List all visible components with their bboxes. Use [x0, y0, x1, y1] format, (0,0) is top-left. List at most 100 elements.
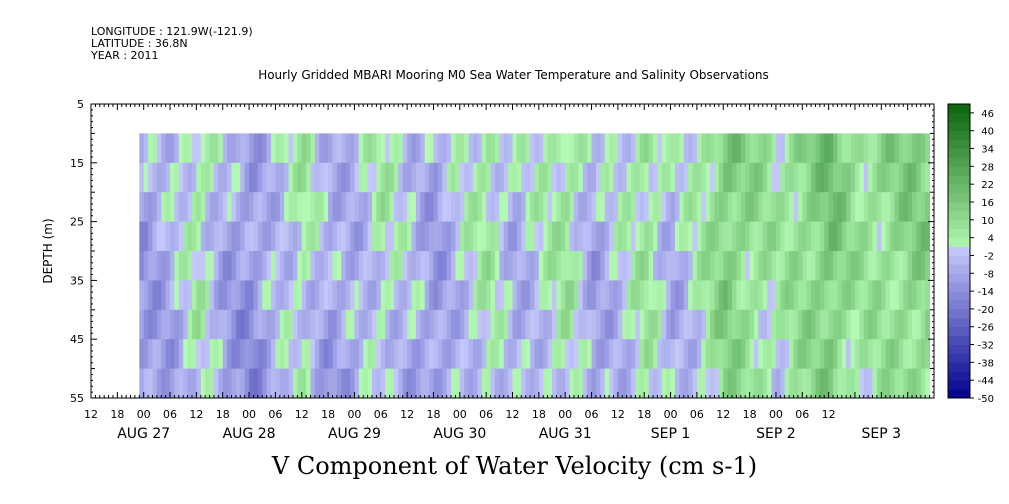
- heatmap-cell: [310, 192, 316, 222]
- heatmap-cell: [793, 192, 799, 222]
- heatmap-cell: [433, 309, 439, 340]
- heatmap-cell: [653, 192, 658, 222]
- heatmap-cell: [200, 133, 206, 164]
- heatmap-cell: [288, 251, 294, 281]
- heatmap-cell: [402, 251, 408, 281]
- heatmap-cell: [178, 280, 184, 311]
- heatmap-cell: [837, 162, 843, 193]
- heatmap-cell: [806, 133, 812, 164]
- heatmap-cell: [249, 251, 254, 281]
- heatmap-cell: [385, 133, 390, 164]
- heatmap-cell: [367, 251, 373, 281]
- heatmap-cell: [358, 221, 364, 252]
- heatmap-cell: [657, 192, 663, 222]
- heatmap-cell: [556, 280, 562, 311]
- heatmap-cell: [411, 339, 417, 369]
- heatmap-cell: [240, 251, 246, 281]
- heatmap-cell: [266, 339, 272, 369]
- heatmap-cell: [718, 309, 724, 340]
- x-hour-label: 12: [84, 408, 98, 421]
- heatmap-cell: [165, 339, 171, 369]
- heatmap-cell: [314, 221, 320, 252]
- heatmap-cell: [253, 251, 259, 281]
- heatmap-cell: [148, 368, 153, 399]
- heatmap-cell: [661, 280, 667, 311]
- heatmap-cell: [552, 309, 557, 340]
- heatmap-cell: [139, 162, 145, 193]
- heatmap-cell: [560, 309, 566, 340]
- heatmap-cell: [547, 221, 553, 252]
- heatmap-cell: [481, 251, 487, 281]
- heatmap-cell: [328, 339, 333, 369]
- heatmap-cell: [824, 192, 830, 222]
- heatmap-cell: [863, 339, 869, 369]
- heatmap-cell: [898, 133, 904, 164]
- heatmap-cell: [582, 368, 588, 399]
- heatmap-cell: [732, 368, 737, 399]
- heatmap-cell: [292, 339, 298, 369]
- heatmap-cell: [626, 192, 632, 222]
- heatmap-cell: [345, 221, 351, 252]
- heatmap-cell: [644, 251, 650, 281]
- heatmap-cell: [604, 133, 610, 164]
- heatmap-cell: [231, 251, 237, 281]
- heatmap-cell: [279, 368, 285, 399]
- heatmap-cell: [148, 133, 153, 164]
- heatmap-cell: [666, 368, 671, 399]
- colorbar-label: -38: [978, 358, 994, 369]
- heatmap-cell: [644, 368, 650, 399]
- heatmap-cell: [494, 192, 500, 222]
- x-day-label: AUG 31: [539, 426, 592, 442]
- heatmap-cell: [358, 162, 364, 193]
- heatmap-cell: [235, 162, 241, 193]
- x-hour-label: 00: [769, 408, 783, 421]
- heatmap-cell: [235, 309, 241, 340]
- heatmap-cell: [534, 133, 540, 164]
- heatmap-cell: [424, 133, 430, 164]
- heatmap-cell: [266, 368, 272, 399]
- heatmap-cell: [271, 221, 276, 252]
- heatmap-cell: [604, 192, 610, 222]
- heatmap-cell: [200, 221, 206, 252]
- heatmap-cell: [240, 133, 246, 164]
- heatmap-cell: [398, 133, 404, 164]
- heatmap-cell: [740, 339, 746, 369]
- heatmap-cell: [837, 280, 843, 311]
- heatmap-cell: [437, 133, 443, 164]
- heatmap-cell: [591, 192, 597, 222]
- colorbar-label: -44: [978, 376, 994, 387]
- heatmap-cell: [249, 339, 254, 369]
- heatmap-cell: [587, 192, 592, 222]
- heatmap-cell: [161, 162, 167, 193]
- heatmap-cell: [758, 221, 764, 252]
- heatmap-cell: [380, 368, 386, 399]
- heatmap-cell: [345, 339, 351, 369]
- heatmap-cell: [227, 368, 232, 399]
- heatmap-cell: [727, 251, 733, 281]
- heatmap-cell: [617, 339, 623, 369]
- heatmap-cell: [565, 133, 570, 164]
- heatmap-cell: [771, 309, 777, 340]
- heatmap-cell: [846, 133, 851, 164]
- heatmap-cell: [196, 339, 202, 369]
- heatmap-cell: [753, 162, 759, 193]
- heatmap-cell: [898, 162, 904, 193]
- heatmap-cell: [552, 221, 557, 252]
- heatmap-cell: [530, 133, 535, 164]
- heatmap-cell: [459, 368, 465, 399]
- heatmap-cell: [508, 280, 513, 311]
- heatmap-cell: [292, 309, 298, 340]
- heatmap-cell: [639, 162, 645, 193]
- heatmap-cell: [894, 221, 900, 252]
- heatmap-cell: [341, 192, 347, 222]
- heatmap-cell: [464, 192, 469, 222]
- colorbar-band: [948, 139, 970, 149]
- heatmap-cell: [626, 162, 632, 193]
- heatmap-cell: [859, 251, 865, 281]
- heatmap-cell: [907, 251, 913, 281]
- heatmap-cell: [657, 162, 663, 193]
- heatmap-cell: [262, 368, 268, 399]
- heatmap-cell: [736, 251, 742, 281]
- heatmap-cell: [749, 251, 755, 281]
- heatmap-cell: [841, 251, 847, 281]
